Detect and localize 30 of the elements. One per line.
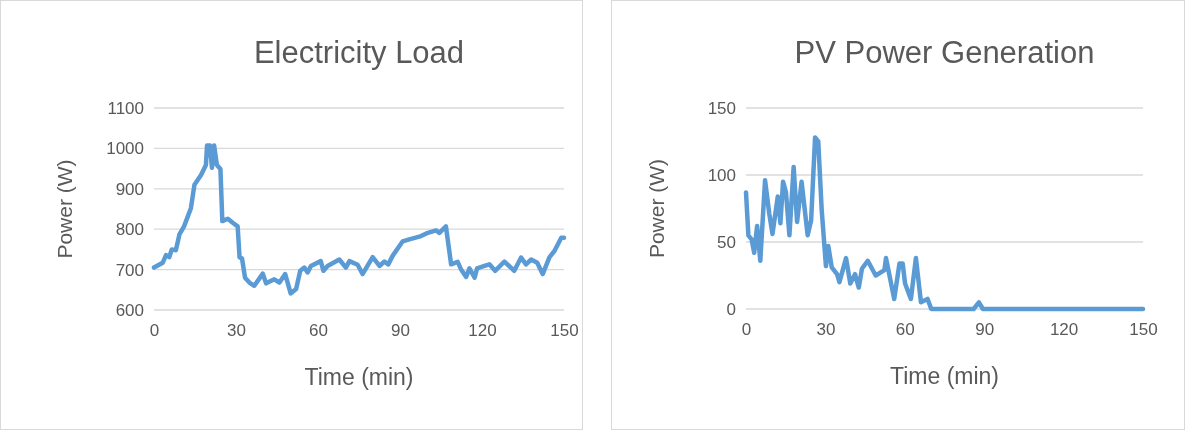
y-tick-label: 700 <box>115 260 144 280</box>
y-tick-label: 600 <box>115 300 144 320</box>
x-tick-label: 0 <box>741 320 752 340</box>
y-tick-label: 150 <box>707 98 736 118</box>
y-tick-label: 900 <box>115 179 144 199</box>
y-tick-label: 0 <box>726 299 736 319</box>
line-series <box>743 135 1146 312</box>
chart-title: PV Power Generation <box>794 35 1095 70</box>
chart-title: Electricity Load <box>253 35 465 70</box>
x-tick-label: 60 <box>895 320 915 340</box>
x-tick-label: 60 <box>309 321 328 341</box>
y-tick-label: 1100 <box>107 98 144 118</box>
x-axis-title: Time (min) <box>889 363 1000 389</box>
y-axis-title: Power (W) <box>645 158 668 259</box>
x-tick-label: 120 <box>1049 320 1079 340</box>
y-tick-label: 800 <box>115 220 144 240</box>
line-series <box>151 143 567 296</box>
y-tick-label: 1000 <box>106 139 144 159</box>
x-tick-label: 30 <box>816 320 836 340</box>
x-tick-label: 90 <box>391 321 410 341</box>
x-axis-title: Time (min) <box>304 364 414 390</box>
y-tick-label: 100 <box>707 165 736 185</box>
y-tick-label: 50 <box>717 232 736 252</box>
x-tick-label: 150 <box>1129 320 1158 340</box>
x-tick-label: 90 <box>975 320 995 340</box>
x-tick-label: 150 <box>550 321 579 341</box>
x-tick-label: 0 <box>149 321 160 341</box>
x-tick-label: 120 <box>468 321 497 341</box>
x-tick-label: 30 <box>227 321 246 341</box>
y-axis-title: Power (W) <box>53 159 76 259</box>
